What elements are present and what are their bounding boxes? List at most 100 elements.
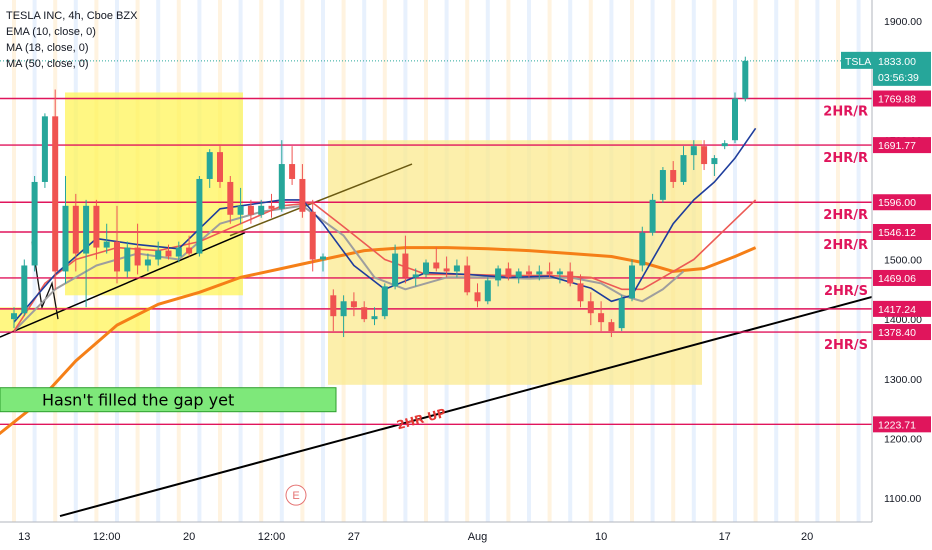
highlight-zones [0, 92, 702, 385]
level-price-label: 1469.06 [878, 273, 916, 285]
candle-body [433, 262, 440, 269]
candle-body [21, 265, 28, 314]
candle-body [217, 152, 223, 182]
candle-body [93, 205, 100, 248]
price-tick-label: 1900.00 [884, 16, 922, 28]
candle-body [144, 259, 151, 266]
candle-body [330, 295, 337, 317]
event-marker-circle [285, 484, 307, 506]
time-tick-label: Aug [468, 531, 488, 543]
level-price-label: 1546.12 [878, 227, 916, 239]
candle-body [536, 271, 543, 275]
candle-body [299, 178, 306, 212]
time-tick-label: 20 [801, 531, 813, 543]
level-price-label: 1691.77 [878, 140, 916, 152]
session-band [774, 0, 779, 522]
candle-body [443, 268, 450, 272]
price-tick-label: 1400.00 [884, 314, 922, 326]
session-band [836, 0, 840, 522]
session-band [794, 0, 799, 522]
candle-body [289, 164, 296, 179]
symbol-badge [841, 51, 873, 69]
candle-body [453, 265, 460, 272]
level-price-badge [873, 90, 931, 107]
candle-body [237, 205, 244, 215]
level-price-badge [873, 223, 931, 240]
countdown-label: 03:56:39 [878, 72, 919, 84]
candle-body [659, 170, 666, 200]
current-price-badge [873, 51, 931, 86]
chart-legend: TESLA INC, 4h, Cboe BZX EMA (10, close, … [6, 8, 137, 72]
time-tick-label: 12:00 [258, 531, 286, 543]
candle-body [392, 253, 399, 287]
candle-body [742, 60, 749, 99]
candle-body [381, 286, 388, 317]
zone-gap [0, 307, 150, 332]
candle-body [598, 313, 605, 323]
candle-body [670, 170, 677, 182]
candle-body [484, 280, 491, 302]
candle-body [103, 241, 110, 248]
level-tag: 2HR/S [824, 284, 868, 299]
candle-body [711, 158, 718, 165]
trend-label: 2HR UP [395, 406, 447, 433]
legend-ma18: MA (18, close, 0) [6, 42, 89, 54]
time-axis-bg [0, 522, 932, 550]
candle-body [680, 155, 687, 182]
candle-body [721, 143, 728, 147]
time-tick-label: 12:00 [93, 531, 121, 543]
candle-body [515, 271, 522, 278]
candle-body [114, 241, 120, 272]
level-price-label: 1223.71 [878, 419, 916, 431]
candle-body [258, 205, 265, 215]
time-tick-label: 13 [18, 531, 30, 543]
candle-body [618, 298, 625, 329]
candle-body [196, 178, 203, 254]
candle-body [175, 247, 182, 257]
session-band [300, 0, 305, 522]
candle-body [649, 199, 656, 233]
gap-label: Hasn't filled the gap yet [42, 391, 234, 410]
level-tag: 2HR/R [823, 208, 868, 223]
legend-title: TESLA INC, 4h, Cboe BZX [6, 10, 138, 22]
time-tick-label: 20 [183, 531, 195, 543]
candle-body [402, 253, 409, 278]
candle-body [165, 250, 172, 257]
current-price-label: 1833.00 [878, 56, 916, 68]
candle-body [474, 292, 481, 302]
candle-body [134, 247, 141, 266]
session-band [279, 0, 284, 522]
gap-box [0, 387, 337, 413]
trendline-channel [229, 163, 413, 237]
session-band [712, 0, 717, 522]
time-tick-label: 10 [595, 531, 607, 543]
level-price-badge [873, 194, 931, 211]
candle-body [505, 268, 512, 278]
level-price-badge [873, 416, 931, 433]
candle-body [556, 271, 563, 275]
candle-body [227, 181, 234, 215]
ma18-inner-line [13, 204, 685, 332]
time-tick-label: 27 [348, 531, 360, 543]
candle-body [526, 271, 532, 275]
candle-body [31, 181, 38, 266]
legend-ema10: EMA (10, close, 0) [6, 26, 96, 38]
zone-left [65, 92, 243, 296]
candle-body [567, 271, 574, 284]
symbol-badge-label: TSLA [845, 56, 871, 68]
event-marker-label: E [292, 490, 299, 502]
candle-body [52, 116, 59, 272]
candle-body [62, 205, 69, 272]
candle-body [83, 205, 90, 254]
level-price-badge [873, 300, 931, 317]
session-band [12, 0, 16, 522]
candle-body [186, 247, 193, 254]
candle-body [361, 307, 368, 320]
candle-body [371, 316, 378, 320]
candle-body [464, 265, 471, 293]
candle-body [495, 268, 502, 281]
trendline-short [0, 231, 246, 338]
session-band [753, 0, 758, 522]
drawing-zigzag [31, 241, 59, 320]
